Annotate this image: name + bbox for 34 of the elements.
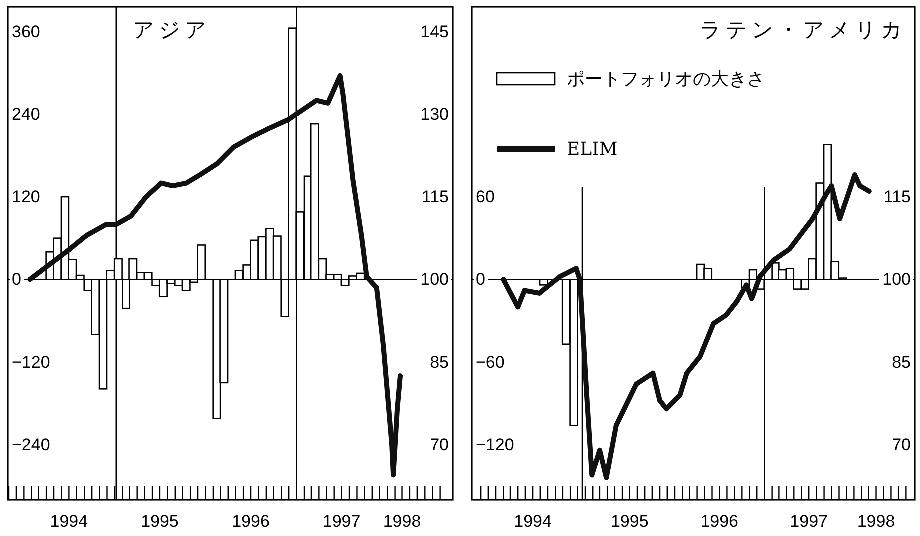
y2-tick-label: 115 (884, 188, 911, 207)
y-tick-label: −120 (12, 352, 50, 372)
y-tick-label: 360 (12, 22, 40, 42)
x-tick-label: 1996 (232, 512, 270, 531)
x-tick-label: 1998 (857, 512, 896, 531)
x-tick-label: 1994 (50, 512, 88, 531)
y2-tick-label: 130 (420, 104, 449, 124)
y-tick-label: −120 (476, 435, 514, 454)
y2-tick-label: 100 (882, 270, 911, 290)
y2-tick-label: 85 (892, 352, 911, 372)
text: アジア (133, 18, 211, 42)
y-tick-label: 0 (12, 270, 22, 290)
y2-tick-label: 70 (892, 435, 911, 454)
y2-tick-label: 115 (422, 188, 449, 207)
text: ラテン・アメリカ (700, 18, 907, 42)
y2-tick-label: 100 (420, 270, 449, 290)
x-tick-label: 1998 (383, 512, 422, 531)
legend-label: ELIM (567, 139, 618, 160)
x-tick-label: 1995 (141, 512, 179, 531)
x-tick-label: 1996 (700, 512, 739, 531)
y-tick-label: −60 (476, 352, 505, 372)
y-tick-label: 0 (476, 270, 486, 290)
y-tick-label: −240 (12, 435, 50, 454)
y-tick-label: 120 (12, 188, 40, 207)
y2-tick-label: 70 (430, 435, 449, 454)
x-tick-label: 1994 (514, 512, 552, 531)
x-tick-label: 1997 (322, 512, 361, 531)
y-tick-label: 240 (12, 104, 40, 124)
x-tick-label: 1995 (610, 512, 649, 531)
y2-tick-label: 145 (420, 22, 449, 42)
legend-label: ポートフォリオの大きさ (567, 69, 765, 90)
y2-tick-label: 85 (430, 352, 449, 372)
x-tick-label: 1997 (790, 512, 828, 531)
y-tick-label: 60 (476, 188, 495, 207)
